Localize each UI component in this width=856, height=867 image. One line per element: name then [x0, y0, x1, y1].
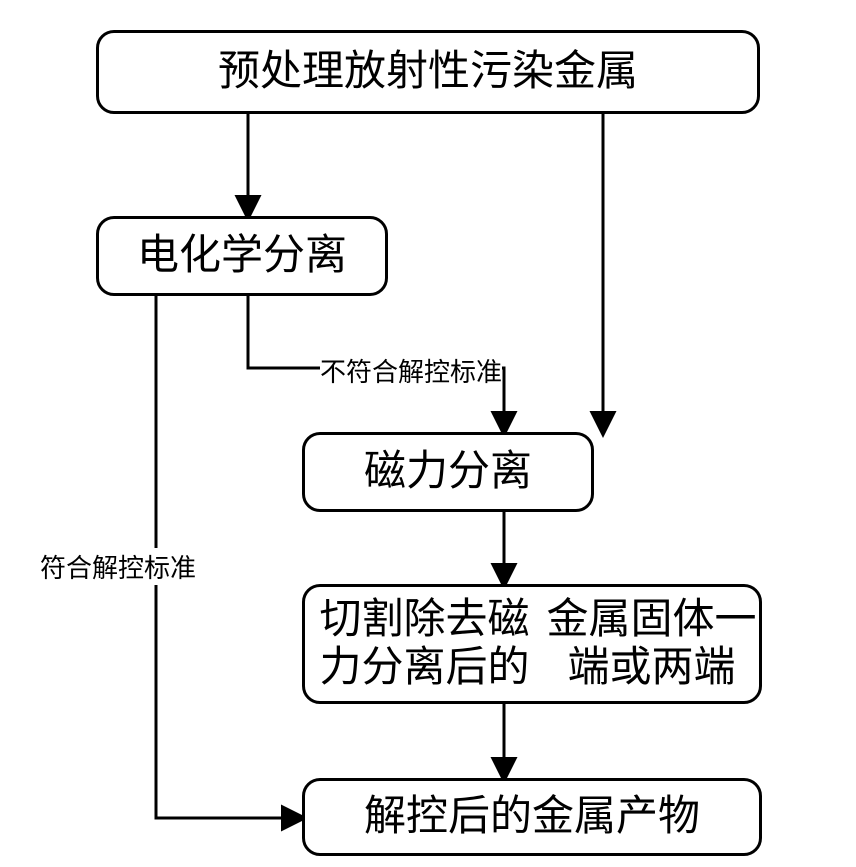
flowchart-node-n3: 磁力分离: [302, 432, 594, 512]
node-text: 预处理放射性污染金属: [218, 48, 638, 96]
node-text: 解控后的金属产物: [364, 793, 700, 841]
node-text: 金属固体一端或两端: [544, 596, 759, 693]
edge-label-2: 不符合解控标准: [320, 352, 502, 389]
node-text: 切割除去磁力分离后的: [305, 596, 544, 693]
flowchart-node-n4: 切割除去磁力分离后的金属固体一端或两端: [302, 584, 762, 704]
node-text: 电化学分离: [137, 232, 347, 280]
flowchart-node-n5: 解控后的金属产物: [302, 778, 762, 856]
flowchart-node-n1: 预处理放射性污染金属: [96, 30, 760, 114]
edge-label-3: 符合解控标准: [40, 548, 196, 585]
node-text: 磁力分离: [364, 448, 532, 496]
flowchart-node-n2: 电化学分离: [96, 216, 388, 296]
